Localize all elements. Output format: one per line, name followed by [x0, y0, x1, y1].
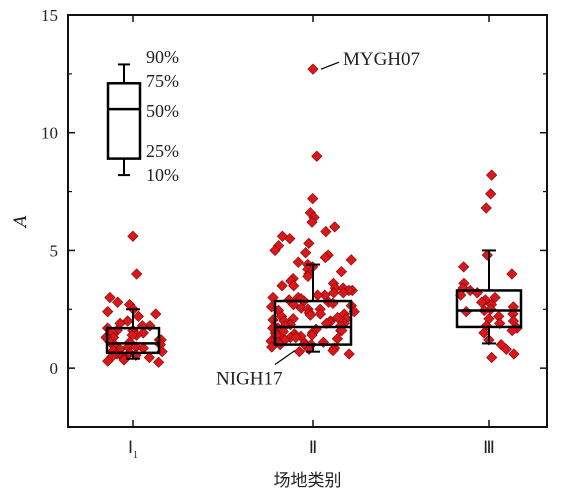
data-point — [458, 261, 470, 273]
data-point — [335, 265, 348, 278]
annotation-leader — [320, 61, 340, 70]
annotations: MYGH07 NIGH17 — [216, 49, 420, 389]
data-point — [476, 296, 488, 308]
data-point — [481, 249, 493, 261]
data-point — [131, 268, 143, 280]
legend-label: 25% — [146, 141, 179, 161]
data-point — [150, 308, 162, 320]
data-point — [327, 344, 339, 357]
data-point — [292, 256, 304, 268]
box-iqr — [105, 326, 161, 355]
data-point — [508, 348, 520, 360]
x-axis-title: 场地类别 — [274, 471, 342, 491]
data-point — [485, 169, 498, 181]
x-tick-label: Ⅲ — [483, 438, 495, 457]
data-point — [307, 63, 319, 75]
data-point — [290, 331, 302, 344]
data-point — [300, 247, 312, 259]
annotation-label: MYGH07 — [343, 49, 420, 70]
data-point — [143, 351, 155, 364]
data-point — [104, 291, 116, 304]
legend-label: 75% — [146, 71, 179, 91]
data-point — [478, 327, 490, 339]
legend-label: 50% — [146, 101, 179, 121]
plot-frame — [67, 14, 548, 428]
data-point — [343, 348, 355, 360]
x-tick-label: Ⅱ — [309, 438, 317, 457]
box-iqr — [273, 299, 353, 346]
data-point — [293, 346, 305, 358]
boxes — [105, 249, 523, 360]
y-tick-label: 0 — [50, 359, 59, 378]
data-point — [480, 202, 492, 214]
y-axis-title: A — [11, 215, 31, 229]
data-point — [295, 302, 307, 314]
y-axis-ticks: 0 5 10 15 — [41, 6, 547, 428]
legend: 90% 75% 50% 25% 10% — [106, 47, 179, 185]
data-point — [337, 287, 349, 299]
data-point — [284, 233, 296, 245]
x-tick-subscript: 1 — [133, 450, 138, 461]
legend-label: 10% — [146, 165, 179, 185]
legend-box — [106, 82, 142, 160]
data-point — [500, 343, 512, 355]
data-point — [132, 310, 144, 322]
data-point — [276, 230, 289, 242]
data-point — [314, 308, 326, 320]
data-point — [102, 355, 114, 367]
data-point — [304, 309, 317, 321]
y-tick-label: 15 — [41, 6, 58, 25]
data-point — [288, 280, 300, 292]
x-axis-ticks: Ⅰ1 Ⅱ Ⅲ — [128, 15, 495, 461]
annotation-label: NIGH17 — [216, 368, 283, 389]
data-point — [302, 270, 314, 282]
box-iqr — [455, 289, 523, 329]
data-point — [269, 244, 281, 257]
data-point — [329, 221, 341, 233]
data-point — [345, 254, 357, 266]
y-tick-label: 5 — [50, 241, 59, 260]
data-point — [320, 225, 332, 238]
data-point — [328, 287, 340, 299]
data-point — [486, 351, 498, 364]
data-point — [319, 251, 331, 264]
data-point — [276, 280, 288, 292]
data-point — [152, 356, 165, 368]
data-point — [506, 268, 518, 280]
data-point — [485, 188, 497, 200]
data-point — [317, 336, 330, 348]
data-point — [102, 306, 114, 318]
data-point — [311, 150, 323, 162]
data-point — [306, 216, 318, 228]
annotation-leader — [274, 349, 296, 365]
y-tick-label: 10 — [41, 124, 58, 143]
data-point — [307, 193, 319, 205]
data-point — [127, 230, 139, 242]
x-tick-label: Ⅰ1 — [128, 438, 138, 461]
data-point — [112, 296, 124, 308]
legend-label: 90% — [146, 47, 179, 67]
data-point — [303, 237, 315, 249]
